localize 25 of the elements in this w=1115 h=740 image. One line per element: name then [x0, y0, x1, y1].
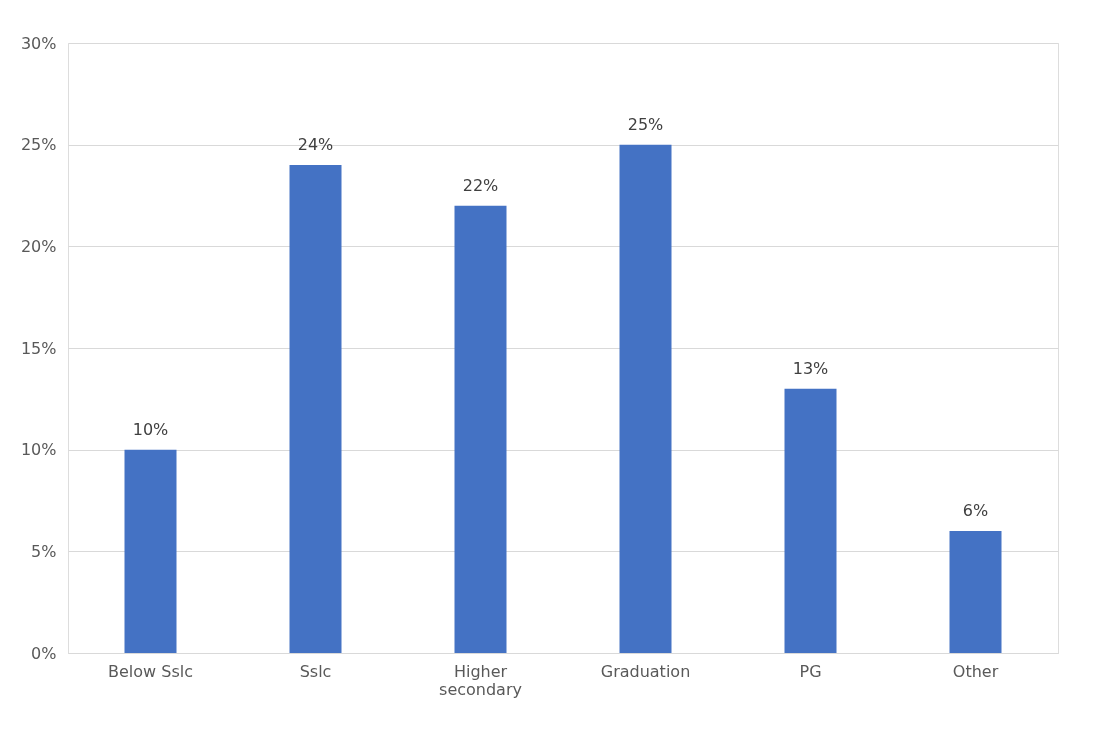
bar [124, 449, 177, 653]
x-tick-label: Below Sslc [108, 661, 193, 681]
data-label: 24% [297, 135, 334, 154]
y-tick-label: 10% [20, 440, 57, 460]
y-tick-label: 25% [20, 135, 57, 155]
y-tick-label: 0% [31, 643, 57, 663]
bar [784, 388, 837, 653]
data-label: 25% [627, 114, 664, 134]
y-tick-label: 5% [31, 541, 57, 561]
y-tick-label: 15% [20, 338, 57, 358]
y-tick-label: 30% [20, 33, 57, 53]
x-tick-label: PG [799, 661, 822, 681]
x-tick-label: Other [952, 661, 999, 681]
bar [619, 144, 672, 653]
data-label: 6% [962, 501, 989, 520]
x-tick-label: Graduation [600, 661, 691, 681]
data-label: 22% [462, 175, 499, 195]
x-tick-label: Higher secondary [439, 661, 522, 699]
data-label: 10% [132, 419, 169, 439]
bar [949, 531, 1002, 653]
bar [454, 205, 507, 653]
x-tick-label: Sslc [299, 661, 332, 681]
y-tick-label: 20% [20, 236, 57, 256]
bar [289, 165, 342, 653]
data-label: 13% [792, 358, 829, 378]
